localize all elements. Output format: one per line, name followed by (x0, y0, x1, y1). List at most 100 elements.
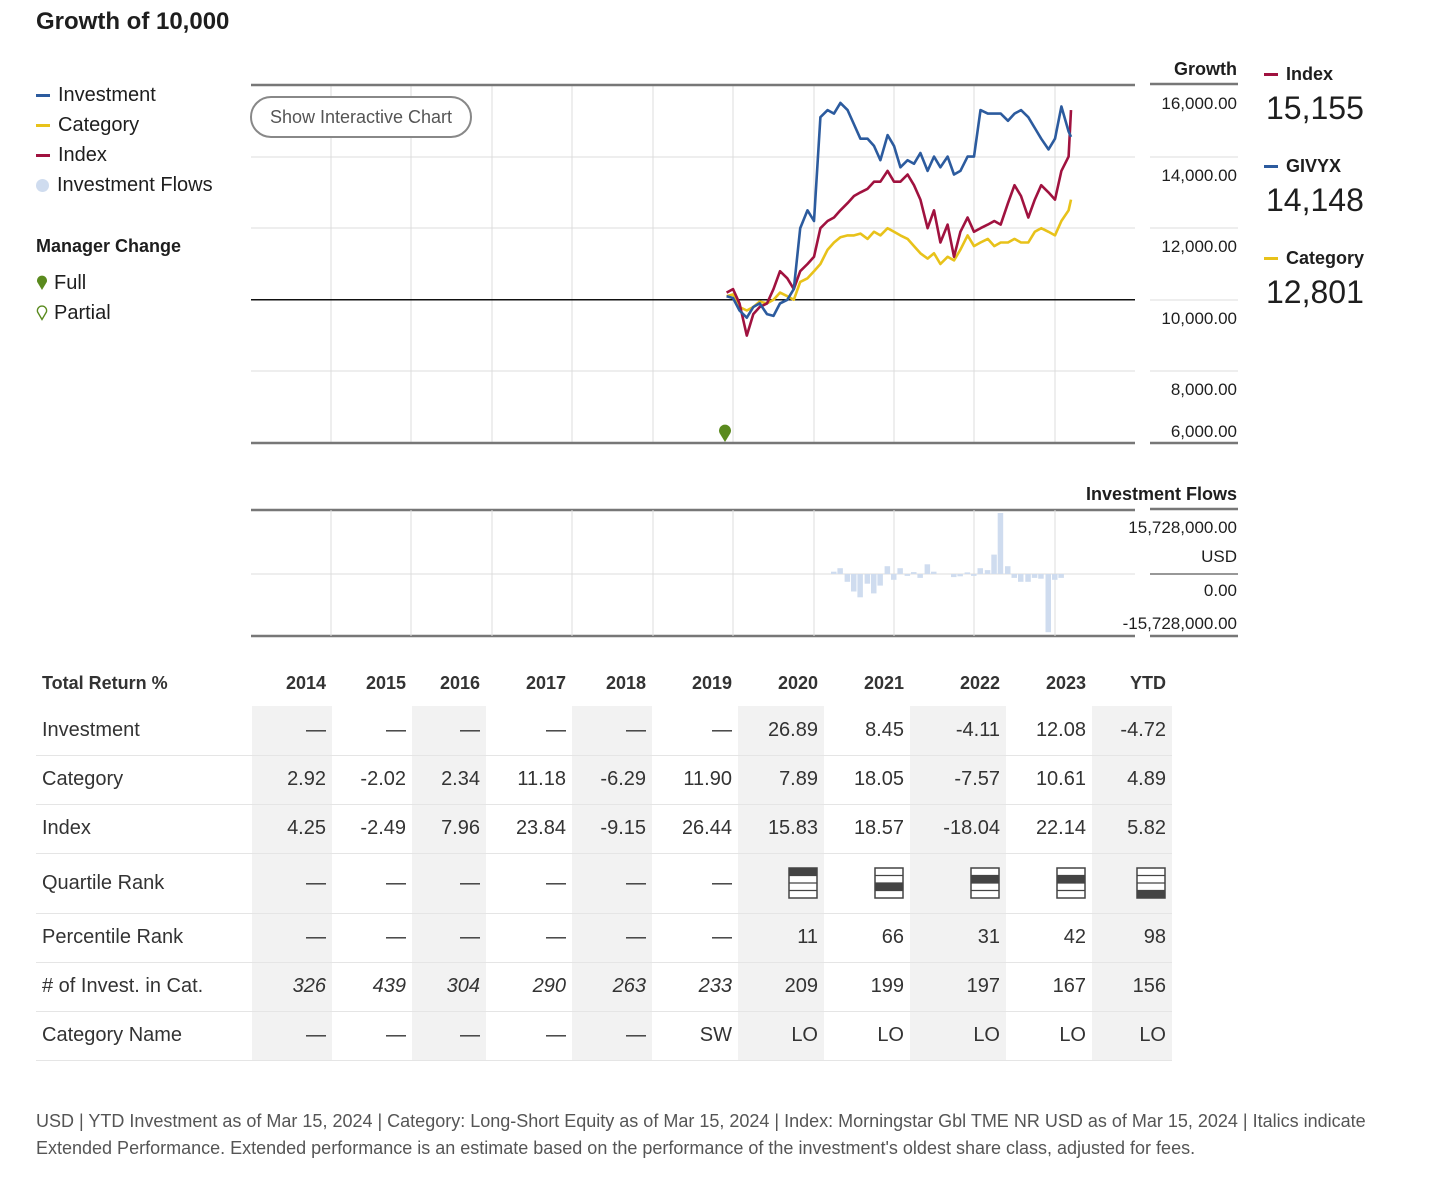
table-cell: 156 (1092, 962, 1172, 1012)
table-cell: 263 (572, 962, 652, 1012)
column-header: 2016 (439, 672, 480, 693)
legend-item-category: Category (36, 110, 213, 140)
flows-tick-label: -15,728,000.00 (1123, 614, 1237, 633)
investment-line-swatch (36, 93, 50, 97)
annotation-givyx: GIVYX 14,148 (1264, 154, 1364, 222)
flow-bar (957, 574, 963, 577)
flow-bar (897, 568, 903, 574)
table-cell: 18.05 (824, 755, 910, 805)
flow-bar (864, 574, 871, 584)
flow-bar (904, 574, 911, 576)
table-cell: -6.29 (572, 755, 652, 805)
flow-bar (844, 574, 851, 582)
y-tick-label: 6,000.00 (1171, 422, 1237, 441)
legend-item-investment: Investment (36, 80, 213, 110)
table-cell: — (252, 1011, 332, 1061)
table-cell: — (252, 913, 332, 963)
legend-label: Index (58, 143, 107, 166)
table-cell: — (572, 853, 652, 914)
column-header: 2018 (605, 672, 646, 693)
quartile-rank-icon (788, 867, 818, 899)
table-cell: 5.82 (1092, 804, 1172, 854)
show-interactive-chart-button[interactable]: Show Interactive Chart (250, 96, 472, 138)
table-cell: 167 (1006, 962, 1092, 1012)
annotation-name: Category (1286, 247, 1365, 268)
table-cell: LO (824, 1011, 910, 1061)
table-row: Category Name — — — — — SW LO LO LO LO LO (36, 1011, 1172, 1061)
manager-change-partial: Partial (36, 298, 111, 328)
table-cell: — (652, 706, 738, 756)
quartile-rank-icon (970, 867, 1000, 899)
column-header: 2019 (691, 672, 732, 693)
column-header: 2021 (863, 672, 904, 693)
table-cell: 2.34 (412, 755, 486, 805)
table-row: Quartile Rank — — — — — — (36, 853, 1172, 914)
table-cell: -4.72 (1092, 706, 1172, 756)
table-cell: 11.18 (486, 755, 572, 805)
flow-bar (931, 571, 937, 574)
flow-bar (977, 568, 983, 574)
legend-label: Investment Flows (57, 173, 213, 196)
table-cell: 11 (738, 913, 824, 963)
flow-bar (1025, 574, 1031, 582)
table-cell: — (332, 706, 412, 756)
table-cell: — (412, 706, 486, 756)
series-line-category (726, 199, 1073, 312)
row-label: Quartile Rank (36, 853, 252, 914)
chart-legend: Investment Category Index Investment Flo… (36, 80, 213, 200)
flow-bar (984, 570, 991, 574)
index-line-swatch (36, 153, 50, 157)
y-tick-label: 16,000.00 (1161, 94, 1237, 113)
legend-item-flows: Investment Flows (36, 170, 213, 200)
row-label: Category (36, 755, 252, 805)
manager-change-full: Full (36, 268, 111, 298)
y-tick-label: 14,000.00 (1161, 166, 1237, 185)
flow-bar (1018, 574, 1024, 582)
footer-note: USD | YTD Investment as of Mar 15, 2024 … (36, 1111, 1366, 1158)
annotation-index: Index 15,155 (1264, 62, 1364, 130)
table-cell: 42 (1006, 913, 1092, 963)
manager-change-title: Manager Change (36, 236, 182, 256)
column-header: YTD (1130, 672, 1166, 693)
full-label: Full (54, 271, 87, 294)
table-cell: 26.89 (738, 706, 824, 756)
y-tick-label: 10,000.00 (1161, 309, 1237, 328)
table-cell: 199 (824, 962, 910, 1012)
flow-bar (911, 572, 917, 574)
flow-bar (1011, 574, 1017, 578)
table-cell: — (412, 913, 486, 963)
category-line-swatch (36, 123, 50, 127)
investment-swatch (1264, 164, 1278, 168)
annotation-value: 15,155 (1266, 90, 1364, 126)
quartile-rank-icon (1136, 867, 1166, 899)
flows-tick-label: 0.00 (1204, 581, 1237, 600)
table-cell: 197 (910, 962, 1006, 1012)
table-cell: -7.57 (910, 755, 1006, 805)
legend-label: Investment (58, 83, 156, 106)
flow-bar (1005, 566, 1011, 574)
quartile-cell (1092, 853, 1172, 914)
column-header: 2017 (525, 672, 566, 693)
annotation-value: 14,148 (1266, 182, 1364, 218)
table-cell: 4.89 (1092, 755, 1172, 805)
table-cell: 8.45 (824, 706, 910, 756)
quartile-cell (1006, 853, 1092, 914)
y-tick-label: 8,000.00 (1171, 380, 1237, 399)
table-row: Category 2.92 -2.02 2.34 11.18 -6.29 11.90 7.89… (36, 755, 1172, 805)
category-swatch (1264, 256, 1278, 260)
table-cell: 209 (738, 962, 824, 1012)
table-cell: — (652, 913, 738, 963)
table-cell: — (486, 706, 572, 756)
flow-bar (857, 574, 863, 598)
table-cell: — (486, 1011, 572, 1061)
table-cell: 7.89 (738, 755, 824, 805)
total-return-table: Total Return % 2014 2015 2016 2017 2018 2019 20… (36, 660, 1172, 1061)
table-cell: LO (1006, 1011, 1092, 1061)
y-tick-label: 12,000.00 (1161, 237, 1237, 256)
table-cell: 12.08 (1006, 706, 1092, 756)
annotation-name: GIVYX (1286, 155, 1342, 176)
flow-bar (1058, 574, 1064, 578)
table-cell: 2.92 (252, 755, 332, 805)
quartile-cell (910, 853, 1006, 914)
flow-bar (891, 574, 897, 580)
